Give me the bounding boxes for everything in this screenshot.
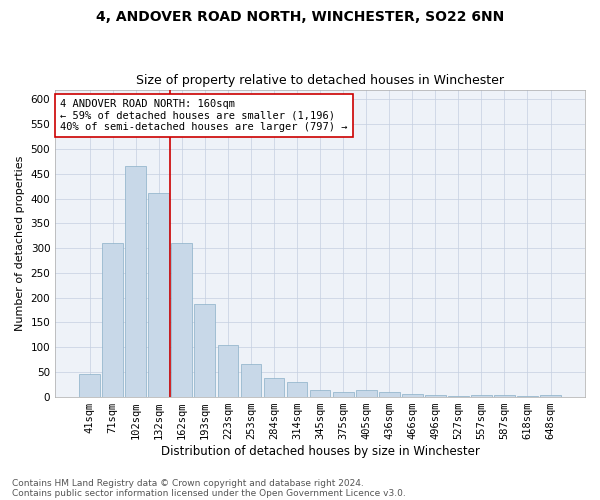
Bar bbox=[241, 364, 262, 396]
Bar bbox=[172, 243, 192, 396]
Title: Size of property relative to detached houses in Winchester: Size of property relative to detached ho… bbox=[136, 74, 504, 87]
Bar bbox=[194, 304, 215, 396]
Bar bbox=[471, 394, 492, 396]
Bar bbox=[333, 392, 353, 396]
Bar bbox=[263, 378, 284, 396]
Bar bbox=[540, 395, 561, 396]
Bar bbox=[494, 394, 515, 396]
Bar bbox=[310, 390, 331, 396]
Bar bbox=[79, 374, 100, 396]
Text: 4 ANDOVER ROAD NORTH: 160sqm
← 59% of detached houses are smaller (1,196)
40% of: 4 ANDOVER ROAD NORTH: 160sqm ← 59% of de… bbox=[61, 99, 348, 132]
Bar bbox=[102, 243, 123, 396]
Bar bbox=[425, 394, 446, 396]
Bar bbox=[356, 390, 377, 396]
Text: Contains HM Land Registry data © Crown copyright and database right 2024.: Contains HM Land Registry data © Crown c… bbox=[12, 478, 364, 488]
X-axis label: Distribution of detached houses by size in Winchester: Distribution of detached houses by size … bbox=[161, 444, 479, 458]
Text: Contains public sector information licensed under the Open Government Licence v3: Contains public sector information licen… bbox=[12, 488, 406, 498]
Text: 4, ANDOVER ROAD NORTH, WINCHESTER, SO22 6NN: 4, ANDOVER ROAD NORTH, WINCHESTER, SO22 … bbox=[96, 10, 504, 24]
Bar bbox=[148, 192, 169, 396]
Bar bbox=[218, 345, 238, 397]
Y-axis label: Number of detached properties: Number of detached properties bbox=[15, 156, 25, 331]
Bar bbox=[287, 382, 307, 396]
Bar bbox=[379, 392, 400, 396]
Bar bbox=[125, 166, 146, 396]
Bar bbox=[402, 394, 422, 396]
